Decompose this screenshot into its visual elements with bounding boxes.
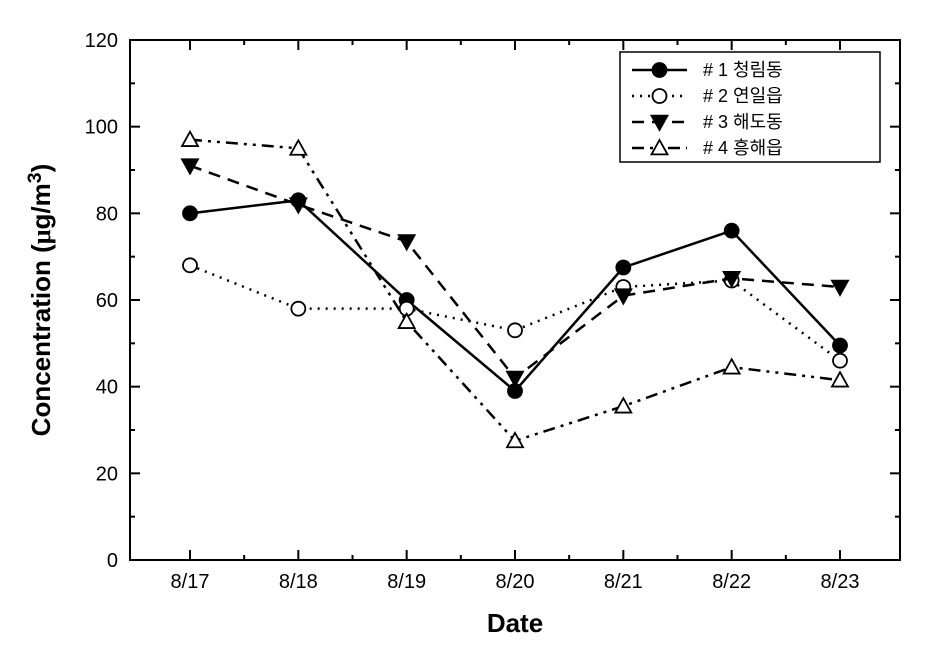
legend-label: # 1 청림동 xyxy=(703,60,783,80)
x-tick-label: 8/20 xyxy=(496,571,535,593)
x-axis-title: Date xyxy=(487,608,543,638)
legend-label: # 2 연일읍 xyxy=(703,86,783,106)
y-tick-label: 40 xyxy=(96,377,118,399)
y-tick-label: 120 xyxy=(85,30,118,52)
series-s1 xyxy=(183,193,847,398)
y-axis-title: Concentration (μg/m3) xyxy=(24,164,56,437)
legend-label: # 4 흥해읍 xyxy=(703,138,783,158)
x-tick-label: 8/21 xyxy=(604,571,643,593)
concentration-chart: 0 20 40 60 80 100 120 8/17 8/18 8/19 8/20 8/21 8/22 8… xyxy=(0,0,940,668)
x-tick-label: 8/23 xyxy=(821,571,860,593)
x-tick-label: 8/22 xyxy=(712,571,751,593)
x-tick-label: 8/18 xyxy=(279,571,318,593)
y-tick-label: 100 xyxy=(85,117,118,139)
series-s2 xyxy=(183,258,847,367)
x-tick-label: 8/17 xyxy=(171,571,210,593)
y-tick-label: 20 xyxy=(96,463,118,485)
legend-label: # 3 해도동 xyxy=(703,112,783,132)
series-s4 xyxy=(182,132,848,448)
x-tick-label: 8/19 xyxy=(387,571,426,593)
y-tick-label: 80 xyxy=(96,203,118,225)
series-s3 xyxy=(182,159,848,386)
y-tick-label: 60 xyxy=(96,290,118,312)
chart-svg: 0 20 40 60 80 100 120 8/17 8/18 8/19 8/20 8/21 8/22 8… xyxy=(0,0,940,668)
y-tick-label: 0 xyxy=(107,550,118,572)
